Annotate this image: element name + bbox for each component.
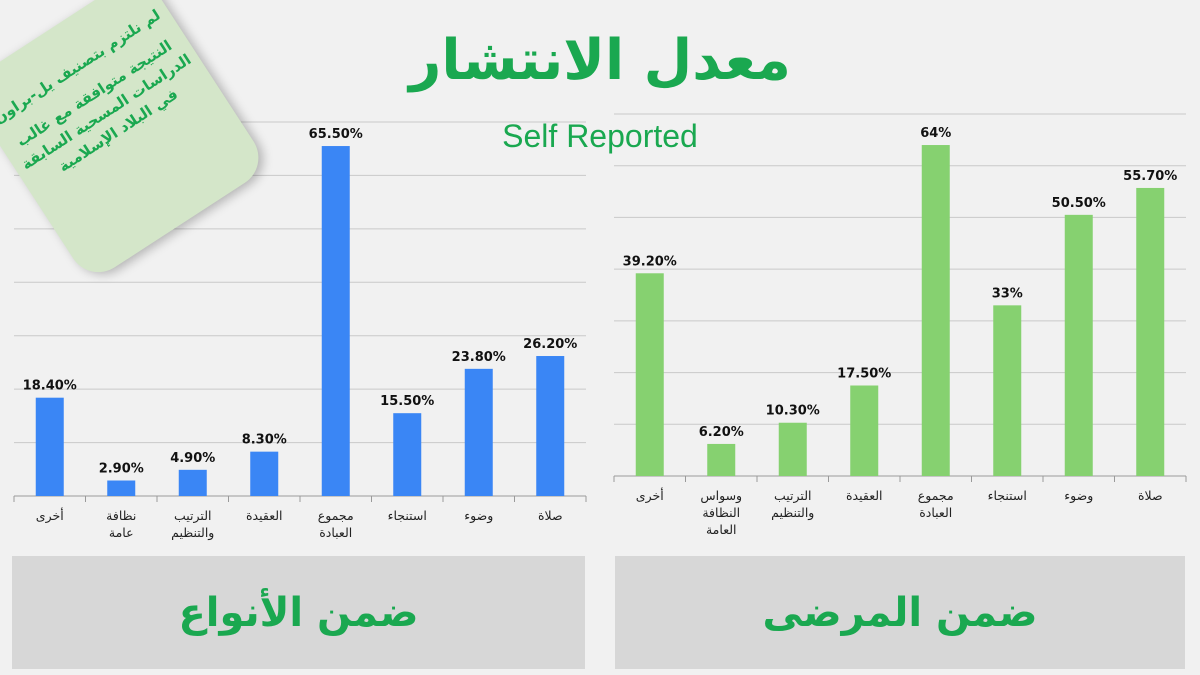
panel-right: ضمن المرضى — [615, 556, 1185, 669]
left-category-label: استنجاء — [388, 508, 427, 523]
right-category-label: العقيدة — [846, 488, 883, 503]
left-value-label: 4.90% — [170, 451, 215, 466]
left-category-label: والتنظيم — [171, 525, 214, 541]
left-category-label: مجموع — [318, 508, 354, 524]
right-value-label: 17.50% — [837, 367, 891, 382]
left-bar — [464, 368, 493, 496]
left-category-label: الترتيب — [174, 508, 211, 524]
panel-right-label: ضمن المرضى — [762, 589, 1038, 636]
page-title: معدل الانتشار — [409, 28, 791, 93]
right-bar — [1064, 214, 1093, 477]
left-value-label: 18.40% — [23, 379, 77, 394]
right-category-label: صلاة — [1138, 488, 1163, 503]
right-category-label: وسواس — [700, 488, 742, 504]
right-value-label: 6.20% — [699, 425, 744, 440]
left-value-label: 26.20% — [523, 337, 577, 352]
right-category-label: والتنظيم — [771, 505, 814, 521]
right-value-label: 64% — [920, 126, 951, 141]
right-category-label: أخرى — [636, 487, 664, 504]
panel-left: ضمن الأنواع — [12, 556, 585, 669]
right-value-label: 39.20% — [623, 254, 677, 269]
left-value-label: 65.50% — [309, 127, 363, 142]
left-category-label: عامة — [109, 525, 134, 540]
left-value-label: 23.80% — [452, 350, 506, 365]
left-bar — [393, 413, 422, 496]
left-category-label: أخرى — [36, 507, 64, 524]
right-category-label: العامة — [706, 522, 737, 537]
right-category-label: العبادة — [919, 505, 952, 520]
right-category-label: الترتيب — [774, 488, 811, 504]
right-bar — [707, 443, 736, 476]
right-value-label: 50.50% — [1052, 196, 1106, 211]
left-bar — [321, 146, 350, 497]
page-subtitle: Self Reported — [502, 118, 698, 154]
left-bar — [536, 356, 565, 496]
right-bar — [850, 385, 879, 476]
right-bar — [1136, 187, 1165, 477]
panel-left-label: ضمن الأنواع — [178, 589, 419, 636]
right-value-label: 10.30% — [766, 404, 820, 419]
left-category-label: العبادة — [319, 525, 352, 540]
right-category-label: استنجاء — [988, 488, 1027, 503]
right-category-label: وضوء — [1064, 488, 1093, 504]
left-bar — [250, 451, 279, 496]
left-value-label: 2.90% — [99, 462, 144, 477]
left-category-label: صلاة — [538, 508, 563, 523]
right-value-label: 33% — [992, 286, 1023, 301]
right-value-label: 55.70% — [1123, 169, 1177, 184]
right-category-label: النظافة — [702, 505, 740, 520]
right-bar — [778, 422, 807, 476]
right-bar — [993, 305, 1022, 476]
left-category-label: نظافة — [106, 508, 136, 523]
left-bar — [107, 480, 136, 496]
left-bar — [178, 469, 207, 496]
right-bar — [635, 273, 664, 476]
right-category-label: مجموع — [918, 488, 954, 504]
left-value-label: 8.30% — [242, 433, 287, 448]
left-category-label: العقيدة — [246, 508, 283, 523]
right-bar — [921, 145, 950, 476]
left-value-label: 15.50% — [380, 394, 434, 409]
charts-canvas: 18.40%أخرى2.90%نظافةعامة4.90%الترتيبوالت… — [13, 113, 1187, 541]
left-category-label: وضوء — [464, 508, 493, 524]
left-bar — [35, 397, 64, 496]
